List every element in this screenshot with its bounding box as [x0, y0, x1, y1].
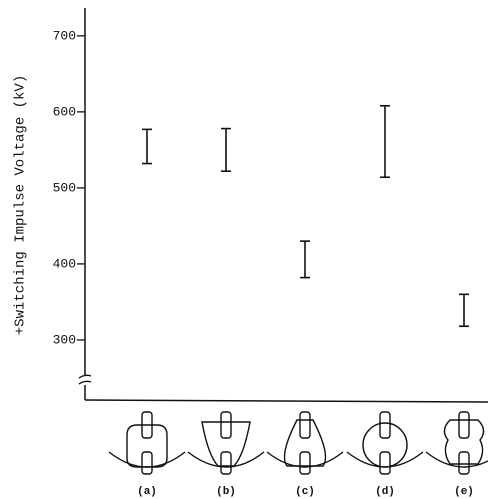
bottom-electrode — [220, 451, 232, 475]
bottom-electrode — [141, 451, 153, 475]
ground-arc — [108, 451, 186, 468]
x-tick-label: (b) — [216, 486, 236, 498]
electrode-icons — [108, 411, 488, 475]
x-tick-label: (d) — [375, 486, 395, 498]
y-tick-label: 300 — [53, 332, 76, 347]
electrode-icon — [187, 411, 265, 475]
electrode-gap — [362, 422, 408, 468]
electrode-icon — [425, 411, 488, 475]
ground-arc — [346, 451, 424, 468]
x-tick-label: (e) — [454, 486, 474, 498]
bottom-electrode — [379, 451, 391, 475]
x-tick-label: (a) — [137, 486, 157, 498]
electrode-icon — [266, 411, 344, 475]
y-tick-label: 500 — [53, 180, 76, 195]
axis-break — [78, 374, 92, 385]
x-axis — [84, 399, 488, 403]
electrode-gap — [283, 419, 327, 467]
electrode-icon — [346, 411, 424, 475]
ground-arc — [187, 451, 265, 468]
bottom-electrode — [458, 451, 470, 475]
x-tick-label: (c) — [295, 486, 315, 498]
top-electrode — [141, 411, 153, 439]
y-tick-label: 700 — [53, 28, 76, 43]
top-electrode — [299, 411, 311, 439]
y-axis-label: +Switching Impulse Voltage (kV) — [13, 75, 29, 335]
electrode-gap — [126, 424, 168, 468]
top-electrode — [379, 411, 391, 439]
electrode-gap — [443, 419, 485, 465]
electrode-icon — [108, 411, 186, 475]
bottom-electrode — [299, 451, 311, 475]
top-electrode — [458, 411, 470, 439]
ground-arc — [425, 451, 488, 468]
electrode-gap — [201, 421, 251, 467]
y-tick-label: 600 — [53, 104, 76, 119]
ground-arc — [266, 451, 344, 468]
y-tick-label: 400 — [53, 256, 76, 271]
top-electrode — [220, 411, 232, 439]
